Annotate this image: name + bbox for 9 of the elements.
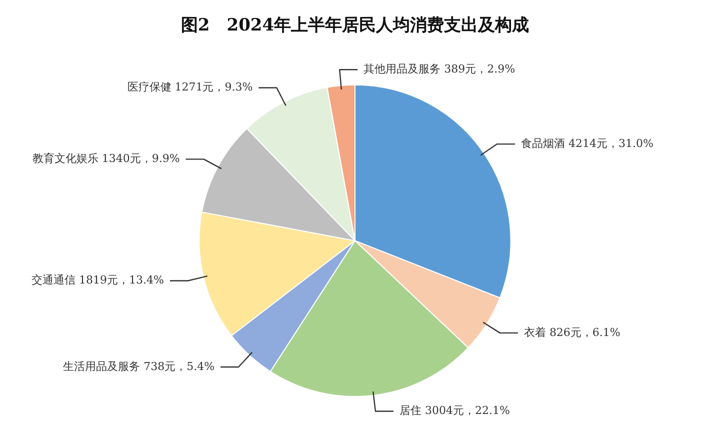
slice-label: 交通通信 1819元，13.4%	[31, 274, 164, 287]
chart-title: 图2 2024年上半年居民人均消费支出及构成	[180, 16, 530, 36]
slice-label: 其他用品及服务 389元，2.9%	[364, 62, 516, 76]
slice-label: 衣着 826元，6.1%	[524, 326, 620, 339]
slice-label: 居住 3004元，22.1%	[399, 404, 510, 418]
slice-label: 医疗保健 1271元，9.3%	[127, 80, 253, 94]
slice-label: 食品烟酒 4214元，31.0%	[521, 136, 654, 150]
slice-label: 生活用品及服务 738元，5.4%	[63, 360, 215, 373]
slice-label: 教育文化娱乐 1340元，9.9%	[32, 152, 180, 166]
